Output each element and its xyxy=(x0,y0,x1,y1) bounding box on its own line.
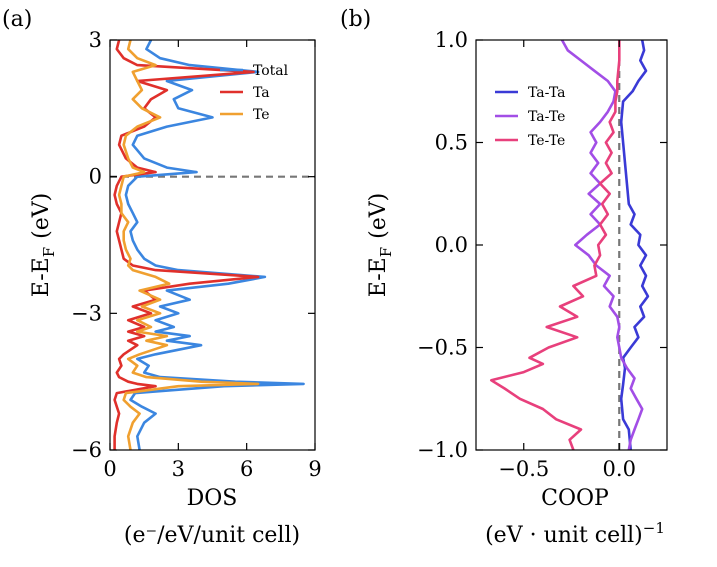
panel-a-dos: (a) 0 3 6 9 0 −3 −6 3 DOS (e⁻/eV/unit cell) E-… xyxy=(2,7,322,548)
panel-b-legend: Ta-Ta Ta-Te Te-Te xyxy=(495,85,565,149)
panel-a-x-axis-label: DOS xyxy=(187,486,238,511)
panel-b-y-label-main: E-E xyxy=(366,257,391,297)
x-tick-label: 0.0 xyxy=(603,457,636,481)
y-tick-label: 3 xyxy=(89,28,102,52)
panel-a-y-label-units: (eV) xyxy=(29,193,54,239)
legend-label-te-te: Te-Te xyxy=(528,133,565,149)
panel-a-x-ticks: 0 3 6 9 xyxy=(103,40,322,481)
panel-b-coop: (b) −0.5 0.0 1.0 0.5 0.0 −0.5 −1.0 COOP (eV ·… xyxy=(340,7,668,548)
panel-b-x-axis-units: (eV · unit cell)−1 xyxy=(485,519,665,548)
panel-a-y-axis-label: E-EF (eV) xyxy=(29,193,58,297)
series-line-total xyxy=(124,39,305,451)
panel-a-frame xyxy=(109,39,316,451)
panel-b-y-ticks: 1.0 0.5 0.0 −0.5 −1.0 xyxy=(417,28,667,462)
legend-label-te: Te xyxy=(253,107,270,123)
panel-a-label: (a) xyxy=(2,7,32,32)
panel-a-plot-area xyxy=(110,39,315,451)
series-line-te xyxy=(117,39,260,451)
x-tick-label: 3 xyxy=(172,457,185,481)
panel-b-y-label-units: (eV) xyxy=(366,193,391,239)
legend-label-total: Total xyxy=(253,63,289,79)
panel-a-y-ticks: 0 −3 −6 3 xyxy=(71,28,315,462)
y-tick-label: −3 xyxy=(71,301,102,325)
panel-b-x-axis-label: COOP xyxy=(541,486,609,511)
y-tick-label: −0.5 xyxy=(417,336,468,360)
panel-b-y-axis-label: E-EF (eV) xyxy=(366,193,395,297)
panel-b-x-units-superscript: −1 xyxy=(643,519,665,537)
x-tick-label: 0 xyxy=(103,457,116,481)
y-tick-label: 0.0 xyxy=(435,233,468,257)
series-line-ta xyxy=(113,39,260,450)
panel-a-x-axis-units: (e⁻/eV/unit cell) xyxy=(124,523,300,548)
panel-b-x-units-main: (eV · unit cell) xyxy=(485,523,643,548)
legend-label-ta-ta: Ta-Ta xyxy=(528,85,565,101)
panel-a-y-label-subscript: F xyxy=(40,247,58,257)
panel-a-y-label-main: E-E xyxy=(29,257,54,297)
y-tick-label: 0.5 xyxy=(435,131,468,155)
series-line-te-te xyxy=(490,40,621,451)
y-tick-label: 1.0 xyxy=(435,28,468,52)
panel-b-label: (b) xyxy=(340,7,371,32)
y-tick-label: −6 xyxy=(71,438,102,462)
x-tick-label: 6 xyxy=(240,457,253,481)
x-tick-label: −0.5 xyxy=(498,457,549,481)
x-tick-label: 9 xyxy=(308,457,321,481)
panel-b-y-label-subscript: F xyxy=(377,247,395,257)
y-tick-label: −1.0 xyxy=(417,438,468,462)
y-tick-label: 0 xyxy=(89,165,102,189)
series-line-ta-ta xyxy=(619,39,650,451)
legend-label-ta: Ta xyxy=(253,85,270,101)
legend-label-ta-te: Ta-Te xyxy=(528,109,565,125)
panel-b-x-ticks: −0.5 0.0 xyxy=(498,40,636,481)
panel-a-legend: Total Ta Te xyxy=(220,63,289,123)
series-line-ta-te xyxy=(560,39,644,451)
panel-b-plot-area xyxy=(490,39,650,451)
